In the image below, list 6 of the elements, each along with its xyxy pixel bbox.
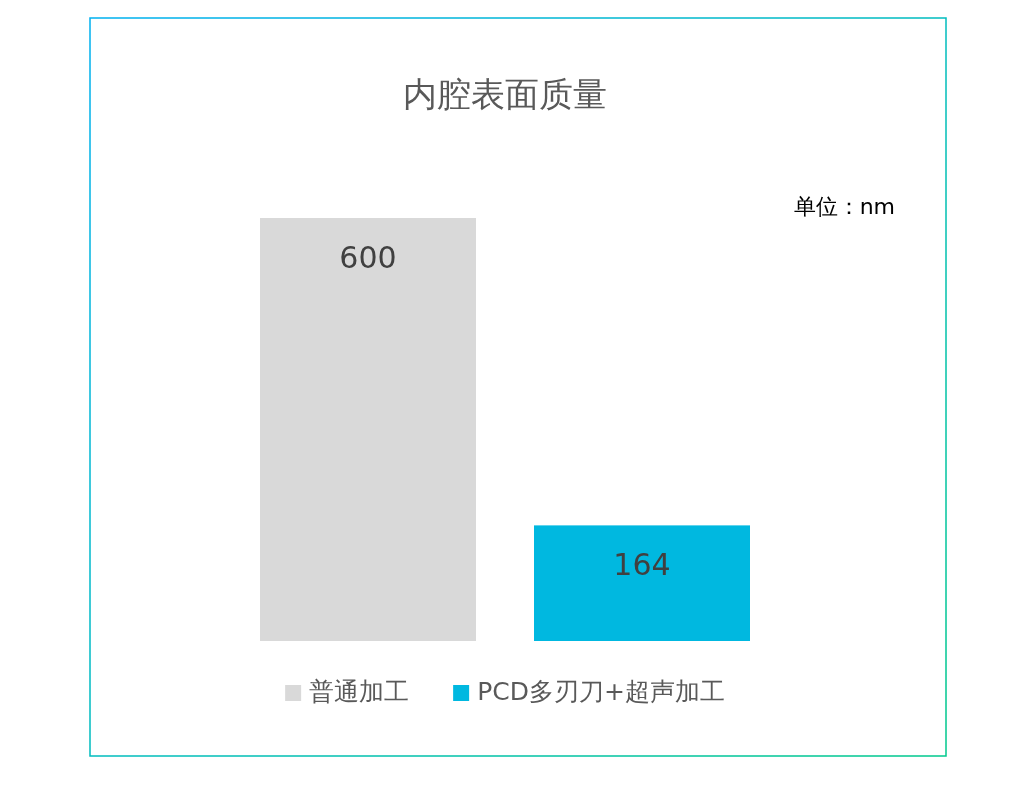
legend-label: PCD多刃刀+超声加工 xyxy=(477,677,725,706)
data-label: 600 xyxy=(339,240,397,275)
chart-title: 内腔表面质量 xyxy=(403,74,607,114)
text: 单位：nm xyxy=(793,194,895,219)
legend-label: 普通加工 xyxy=(309,677,410,706)
data-label: 164 xyxy=(613,547,671,583)
